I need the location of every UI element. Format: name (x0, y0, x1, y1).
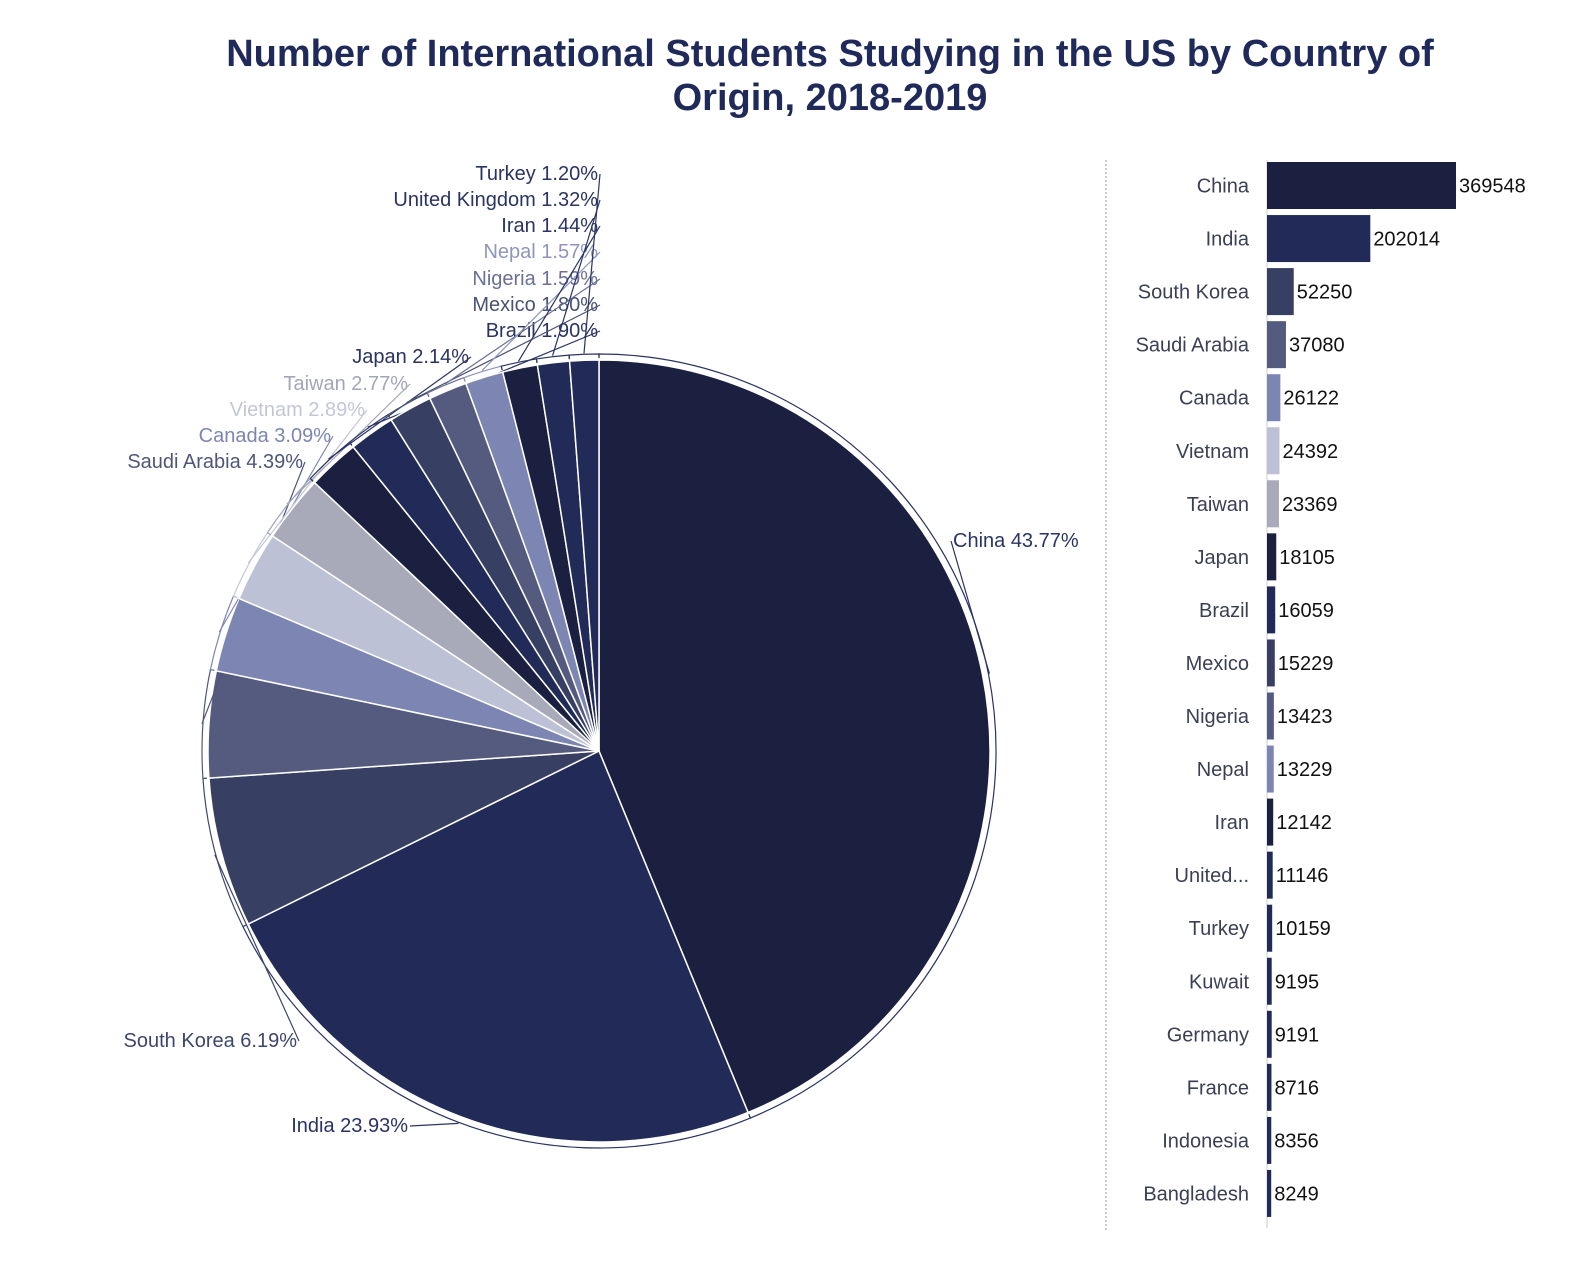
pie-leader-vietnam (247, 409, 368, 564)
pie-leader-nepal (481, 251, 601, 371)
pie-bracket-turkey (568, 353, 600, 360)
pie-leader-nigeria (444, 278, 601, 385)
pie-bracket-india (242, 924, 752, 1149)
pie-bracket-china (598, 353, 997, 1119)
pie-label-taiwan: Taiwan 2.77% (283, 373, 408, 395)
bar-japan[interactable] (1267, 533, 1277, 581)
bar-category-label: Kuwait (1189, 971, 1249, 993)
bar-category-label: South Korea (1138, 282, 1250, 304)
bar-taiwan[interactable] (1267, 480, 1279, 528)
bar-value-label: 8716 (1274, 1077, 1319, 1099)
bar-value-label: 15229 (1278, 653, 1334, 675)
pie-leader-mexico (406, 304, 601, 404)
bar-category-label: Brazil (1199, 600, 1249, 622)
pie-label-united-kingdom: United Kingdom 1.32% (393, 189, 598, 211)
bar-saudi-arabia[interactable] (1267, 321, 1286, 369)
pie-label-nigeria: Nigeria 1.59% (472, 268, 598, 290)
bar-value-label: 13423 (1277, 706, 1333, 728)
pie-label-brazil: Brazil 1.90% (486, 320, 598, 342)
bar-category-label: Canada (1179, 388, 1250, 410)
bar-category-label: Iran (1215, 812, 1249, 834)
pie-label-canada: Canada 3.09% (199, 425, 332, 447)
bar-france[interactable] (1267, 1063, 1272, 1111)
chart-title: Number of International Students Studyin… (226, 33, 1434, 119)
bar-turkey[interactable] (1267, 904, 1273, 952)
bar-category-label: India (1206, 229, 1250, 251)
pie-label-nepal: Nepal 1.57% (483, 241, 598, 263)
bar-value-label: 9191 (1275, 1024, 1320, 1046)
bar-value-label: 18105 (1279, 547, 1335, 569)
bar-germany[interactable] (1267, 1010, 1272, 1058)
bar-value-label: 24392 (1282, 441, 1338, 463)
bar-category-label: China (1197, 176, 1250, 198)
pie-label-iran: Iran 1.44% (501, 215, 598, 237)
pie-label-saudi-arabia: Saudi Arabia 4.39% (127, 451, 303, 473)
pie-slice-india[interactable] (247, 749, 750, 1143)
pie-label-south-korea: South Korea 6.19% (124, 1030, 298, 1052)
pie-leader-india (409, 1122, 459, 1127)
bar-category-label: Turkey (1189, 918, 1249, 940)
bar-value-label: 11146 (1276, 865, 1329, 887)
bar-category-label: Mexico (1186, 653, 1249, 675)
bar-category-label: Taiwan (1187, 494, 1249, 516)
bar-nigeria[interactable] (1267, 692, 1274, 740)
pie-slice-south-korea[interactable] (208, 750, 600, 925)
bar-category-label: Germany (1167, 1024, 1249, 1046)
bar-united[interactable] (1267, 851, 1273, 899)
bar-value-label: 369548 (1459, 176, 1526, 198)
bar-value-label: 16059 (1278, 600, 1334, 622)
bar-india[interactable] (1267, 215, 1371, 263)
pie-label-vietnam: Vietnam 2.89% (230, 399, 365, 421)
bar-value-label: 23369 (1282, 494, 1338, 516)
bar-category-label: Japan (1195, 547, 1250, 569)
bar-chart: China 369548 India 202014 South Korea 52250 Sa… (1105, 160, 1526, 1230)
bar-value-label: 9195 (1275, 971, 1320, 993)
bar-category-label: Nepal (1197, 759, 1249, 781)
bar-kuwait[interactable] (1267, 957, 1272, 1005)
bar-category-label: France (1187, 1077, 1249, 1099)
pie-label-india: India 23.93% (291, 1115, 408, 1137)
bar-category-label: Saudi Arabia (1136, 335, 1250, 357)
bar-value-label: 12142 (1276, 812, 1332, 834)
pie-leader-south-korea (214, 854, 300, 1042)
bar-value-label: 52250 (1297, 282, 1353, 304)
pie-label-china: China 43.77% (953, 530, 1079, 552)
bar-bangladesh[interactable] (1267, 1169, 1272, 1217)
bar-mexico[interactable] (1267, 639, 1275, 687)
bar-value-label: 37080 (1289, 335, 1345, 357)
pie-bracket-south-korea (202, 777, 247, 928)
bar-canada[interactable] (1267, 374, 1281, 422)
pie-label-mexico: Mexico 1.80% (472, 294, 598, 316)
pie-label-turkey: Turkey 1.20% (475, 163, 598, 185)
bar-indonesia[interactable] (1267, 1116, 1272, 1164)
bar-category-label: Nigeria (1186, 706, 1250, 728)
bar-value-label: 26122 (1283, 388, 1339, 410)
pie-label-japan: Japan 2.14% (352, 346, 469, 368)
pie-chart: China 43.77% India 23.93% South Korea 6.19… (124, 163, 1079, 1149)
pie-leader-taiwan (286, 383, 411, 505)
bar-china[interactable] (1267, 162, 1456, 209)
bar-category-label: Indonesia (1162, 1130, 1250, 1152)
bar-category-label: Bangladesh (1143, 1183, 1249, 1205)
bar-value-label: 8249 (1274, 1183, 1319, 1205)
bar-iran[interactable] (1267, 798, 1274, 846)
pie-leader-turkey (583, 173, 601, 354)
bar-vietnam[interactable] (1267, 427, 1280, 475)
pie-slice-china[interactable] (598, 359, 991, 1114)
pie-leader-iran (518, 225, 601, 362)
bar-value-label: 8356 (1274, 1130, 1319, 1152)
bar-value-label: 10159 (1275, 918, 1331, 940)
bar-south-korea[interactable] (1267, 268, 1294, 316)
pie-slice-turkey[interactable] (568, 359, 600, 752)
pie-leader-china (950, 540, 990, 674)
bar-nepal[interactable] (1267, 745, 1274, 793)
pie-leader-united-kingdom (552, 199, 601, 356)
bar-category-label: Vietnam (1176, 441, 1249, 463)
bar-category-label: United... (1175, 865, 1249, 887)
bar-value-label: 13229 (1277, 759, 1333, 781)
bar-brazil[interactable] (1267, 586, 1276, 634)
bar-value-label: 202014 (1373, 229, 1440, 251)
